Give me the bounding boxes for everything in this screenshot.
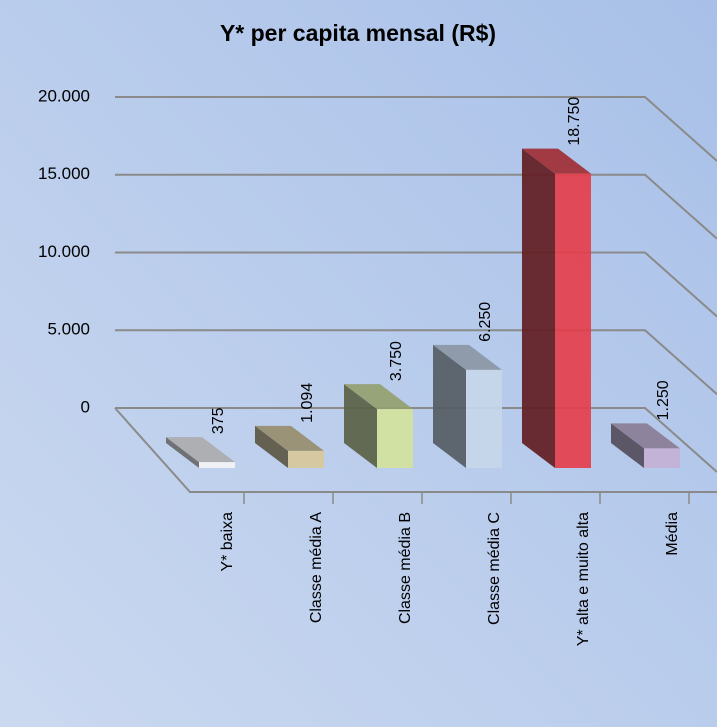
y-tick-label: 5.000	[47, 320, 90, 339]
x-tick-label: Y* alta e muito alta	[575, 512, 592, 646]
value-label: 6.250	[477, 302, 494, 342]
bar	[166, 437, 235, 468]
grid-line	[115, 173, 717, 240]
bar-front	[377, 409, 413, 468]
bar-top	[433, 344, 502, 370]
bar-front	[644, 448, 680, 468]
chart-title: Y* per capita mensal (R$)	[220, 20, 496, 46]
bar-top	[611, 423, 680, 449]
bar-side	[344, 384, 377, 468]
x-tick-label: Média	[664, 512, 681, 556]
bar	[522, 148, 591, 468]
y-tick-label: 15.000	[38, 164, 90, 183]
bar-side	[522, 148, 555, 468]
y-tick-label: 10.000	[38, 242, 90, 261]
bar-front	[466, 369, 502, 468]
value-label: 1.094	[299, 383, 316, 423]
bar-top	[255, 425, 324, 451]
value-label: 1.250	[655, 380, 672, 420]
grid-line	[115, 329, 717, 395]
bar-front	[199, 462, 235, 468]
bar-front	[288, 450, 324, 468]
bar	[344, 384, 413, 468]
floor-edge	[114, 407, 717, 493]
value-label: 18.750	[566, 97, 583, 146]
bar-side	[255, 425, 288, 468]
value-label: 375	[210, 407, 227, 434]
bar-top	[522, 148, 591, 174]
bar-front	[555, 173, 591, 468]
x-tick-label: Classe média B	[397, 512, 414, 624]
bar-top	[344, 384, 413, 410]
x-tick-label: Classe média C	[486, 512, 503, 625]
x-tick-label: Y* baixa	[219, 512, 236, 572]
bar-side	[611, 423, 644, 468]
grid-line	[115, 96, 717, 162]
bar-side	[166, 437, 199, 468]
y-tick-label: 20.000	[38, 86, 90, 105]
bar-top	[166, 437, 235, 463]
y-tick-label: 0	[81, 397, 90, 416]
bar	[611, 423, 680, 468]
x-tick-label: Classe média A	[308, 512, 325, 623]
grid-line	[115, 251, 717, 318]
grid-line	[115, 407, 717, 473]
value-label: 3.750	[388, 341, 405, 381]
bar	[255, 425, 324, 468]
bar	[433, 344, 502, 468]
bar-side	[433, 344, 466, 468]
